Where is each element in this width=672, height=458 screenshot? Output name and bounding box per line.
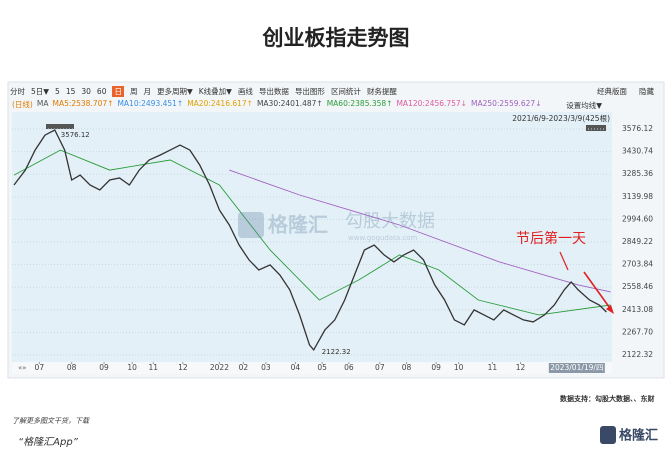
cursor-label: 2023/01/19/四 xyxy=(550,363,603,372)
footer-line: 了解更多图文干货，下载 xyxy=(12,417,90,425)
toolbar-item[interactable]: 画线 xyxy=(237,86,253,96)
toolbar-item[interactable]: 导出图形 xyxy=(294,86,325,96)
annotation: 节后第一天 xyxy=(516,230,586,247)
settings[interactable]: 设置均线▼ xyxy=(566,101,602,110)
x-axis-band xyxy=(12,362,612,374)
x-tick-label: 04 xyxy=(291,363,301,372)
y-tick-label: 2994.60 xyxy=(622,214,653,223)
x-tick-label: 11 xyxy=(149,363,159,372)
ma-legend-item: (日线) xyxy=(12,100,33,109)
toolbar-item[interactable]: 周 xyxy=(129,86,138,96)
x-tick-label: 03 xyxy=(261,363,271,372)
x-tick-label: 12 xyxy=(516,363,526,372)
x-tick-label: 09 xyxy=(431,363,441,372)
ma-legend-item: MA60:2385.358↑ xyxy=(326,99,393,108)
toolbar-item[interactable]: 更多周期▼ xyxy=(156,86,193,96)
y-tick-label: 2413.08 xyxy=(622,305,653,314)
y-tick-label: 2267.70 xyxy=(622,327,653,336)
x-tick-label: 08 xyxy=(402,363,412,372)
ma-legend-item: MA xyxy=(36,99,49,108)
annotation-arrow xyxy=(559,251,569,271)
ma-legend-item: MA10:2493.451↑ xyxy=(117,99,184,108)
price-line xyxy=(229,169,611,293)
toolbar-right: 经典版面 隐藏 xyxy=(597,86,654,97)
toolbar-item[interactable]: 区间统计 xyxy=(330,86,361,96)
toolbar-item[interactable]: 分时 xyxy=(10,86,25,96)
watermark: 格隆汇 勾股大数据 www.gogudata.com xyxy=(238,211,435,242)
ma-legend-item: MA5:2538.707↑ xyxy=(52,99,114,108)
toolbar-item[interactable]: 导出数据 xyxy=(258,86,289,96)
toolbar-item[interactable]: 15 xyxy=(65,86,76,96)
toolbar-item[interactable]: 隐藏 xyxy=(639,87,654,96)
footer-line: “格隆汇App” xyxy=(18,436,79,448)
x-tick-label: 07 xyxy=(35,363,45,372)
watermark-url: www.gogudata.com xyxy=(348,234,417,242)
toolbar-item[interactable]: 5 xyxy=(55,86,60,96)
y-tick-label: 3139.98 xyxy=(622,192,653,201)
y-tick-label: 3285.36 xyxy=(622,169,653,178)
x-tick-label: 11 xyxy=(488,363,498,372)
low-label: 2122.32 xyxy=(322,348,351,356)
x-tick-label: 12 xyxy=(178,363,188,372)
x-tick-label: 02 xyxy=(239,363,249,372)
logo: 格隆汇 xyxy=(619,428,658,444)
scroll-handle xyxy=(46,124,74,129)
ma-legend-item: MA120:2456.757↓ xyxy=(396,99,467,108)
toolbar-item[interactable]: 5日▼ xyxy=(31,86,50,96)
watermark-logo xyxy=(238,212,264,238)
watermark-brand: 格隆汇 xyxy=(268,213,328,237)
scroll-arrows[interactable]: «» xyxy=(18,364,27,372)
ma-legend-item: MA30:2401.487↑ xyxy=(256,99,323,108)
x-tick-label: 10 xyxy=(454,363,464,372)
toolbar-item[interactable]: K线叠加▼ xyxy=(198,86,232,96)
annotation-arrowhead xyxy=(606,305,614,314)
x-tick-label: 08 xyxy=(67,363,77,372)
x-tick-label: 09 xyxy=(99,363,109,372)
y-tick-label: 3576.12 xyxy=(622,124,653,133)
toolbar-item[interactable]: 财务提醒 xyxy=(366,86,397,96)
price-line xyxy=(13,149,611,316)
high-label: 3576.12 xyxy=(61,131,90,139)
plot-area xyxy=(12,112,612,362)
x-tick-label: 10 xyxy=(127,363,137,372)
y-tick-label: 3430.74 xyxy=(622,147,653,156)
logo-mark xyxy=(600,426,616,444)
y-tick-label: 2703.84 xyxy=(622,260,653,269)
watermark-name: 勾股大数据 xyxy=(345,211,435,232)
x-tick-label: 2022 xyxy=(210,363,229,372)
toolbar-item[interactable]: 日 xyxy=(112,85,124,97)
x-tick-label: 06 xyxy=(344,363,354,372)
ma-legend: (日线) MA MA5:2538.707↑ MA10:2493.451↑ MA20:24… xyxy=(12,99,541,110)
y-tick-label: 2558.46 xyxy=(622,282,653,291)
ma-legend-item: MA20:2416.617↑ xyxy=(187,99,253,108)
title: 创业板指走势图 xyxy=(262,26,410,50)
toolbar-item[interactable]: 30 xyxy=(81,86,91,96)
scroll-handle xyxy=(586,125,606,131)
y-tick-label: 2122.32 xyxy=(622,350,653,359)
annotation-arrow xyxy=(583,271,613,312)
range-label: 2021/6/9-2023/3/9(425根) xyxy=(512,114,610,123)
x-tick-label: 05 xyxy=(317,363,327,372)
source: 数据支持：勾股大数据、、东财 xyxy=(560,394,655,403)
price-line xyxy=(13,129,607,352)
ma-legend-item: MA250:2559.627↓ xyxy=(470,99,542,108)
toolbar-item[interactable]: 经典版面 xyxy=(597,87,627,96)
toolbar-item[interactable]: 月 xyxy=(143,86,151,96)
y-tick-label: 2849.22 xyxy=(622,237,653,246)
toolbar-item[interactable]: 60 xyxy=(96,86,107,96)
cursor-box xyxy=(548,363,605,373)
x-tick-label: 07 xyxy=(375,363,385,372)
toolbar: 分时 5日▼ 5 15 30 60 日周月更多周期▼ K线叠加▼ 画线 导出数据 导出图形 区间统计财… xyxy=(10,84,662,98)
